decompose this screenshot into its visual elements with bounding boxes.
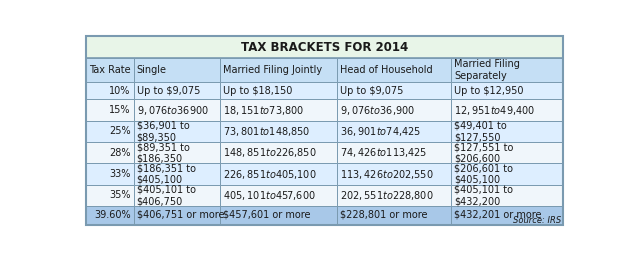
Bar bbox=[134, 163, 220, 185]
Text: $36,901 to
$89,350: $36,901 to $89,350 bbox=[136, 121, 189, 142]
Text: $206,601 to
$405,100: $206,601 to $405,100 bbox=[454, 163, 513, 185]
Text: $432,201 or more: $432,201 or more bbox=[454, 210, 541, 220]
Text: 28%: 28% bbox=[109, 148, 131, 158]
Bar bbox=[134, 206, 220, 224]
Text: 10%: 10% bbox=[109, 86, 131, 96]
Bar bbox=[337, 58, 451, 82]
Text: $202,551 to $228,800: $202,551 to $228,800 bbox=[340, 189, 433, 202]
Bar bbox=[220, 163, 337, 185]
Bar bbox=[86, 163, 134, 185]
Bar bbox=[220, 82, 337, 99]
Bar bbox=[86, 142, 134, 163]
Bar bbox=[220, 142, 337, 163]
Bar bbox=[220, 121, 337, 142]
Bar bbox=[220, 206, 337, 224]
Text: $226,851 to $405,100: $226,851 to $405,100 bbox=[223, 168, 317, 181]
Bar bbox=[86, 36, 563, 58]
Text: $73,801 to $148,850: $73,801 to $148,850 bbox=[223, 125, 311, 138]
Text: $113,426 to $202,550: $113,426 to $202,550 bbox=[340, 168, 433, 181]
Bar bbox=[86, 185, 134, 206]
Bar bbox=[86, 82, 134, 99]
Text: $406,751 or more: $406,751 or more bbox=[136, 210, 224, 220]
Bar bbox=[134, 82, 220, 99]
Text: $18,151 to $73,800: $18,151 to $73,800 bbox=[223, 104, 305, 117]
Bar bbox=[337, 142, 451, 163]
Bar bbox=[86, 99, 134, 121]
Text: $12,951 to $49,400: $12,951 to $49,400 bbox=[454, 104, 535, 117]
Text: $186,351 to
$405,100: $186,351 to $405,100 bbox=[136, 163, 196, 185]
Bar bbox=[451, 99, 563, 121]
Text: 25%: 25% bbox=[109, 126, 131, 136]
Text: Married Filing Jointly: Married Filing Jointly bbox=[223, 65, 323, 75]
Text: $405,101 to $457,600: $405,101 to $457,600 bbox=[223, 189, 316, 202]
Text: Up to $9,075: Up to $9,075 bbox=[340, 86, 403, 96]
Bar bbox=[220, 99, 337, 121]
Text: $127,551 to
$206,600: $127,551 to $206,600 bbox=[454, 142, 513, 164]
Text: $405,101 to
$406,750: $405,101 to $406,750 bbox=[136, 185, 196, 206]
Bar bbox=[451, 185, 563, 206]
Text: Single: Single bbox=[136, 65, 166, 75]
Bar bbox=[451, 58, 563, 82]
Text: $9,076 to $36900: $9,076 to $36900 bbox=[136, 104, 209, 117]
Bar bbox=[337, 185, 451, 206]
Bar bbox=[337, 206, 451, 224]
Text: $9,076 to $36,900: $9,076 to $36,900 bbox=[340, 104, 415, 117]
Bar bbox=[451, 121, 563, 142]
Text: $49,401 to
$127,550: $49,401 to $127,550 bbox=[454, 121, 507, 142]
Bar bbox=[451, 142, 563, 163]
Bar bbox=[220, 185, 337, 206]
Bar bbox=[337, 99, 451, 121]
Text: Up to $12,950: Up to $12,950 bbox=[454, 86, 524, 96]
Bar bbox=[134, 185, 220, 206]
Bar bbox=[134, 58, 220, 82]
Text: 15%: 15% bbox=[109, 105, 131, 115]
Text: TAX BRACKETS FOR 2014: TAX BRACKETS FOR 2014 bbox=[241, 41, 408, 53]
Bar bbox=[337, 121, 451, 142]
Bar bbox=[86, 121, 134, 142]
Text: $74,426 to $113,425: $74,426 to $113,425 bbox=[340, 146, 428, 159]
Bar bbox=[451, 82, 563, 99]
Text: $148,851 to $226,850: $148,851 to $226,850 bbox=[223, 146, 317, 159]
Text: $457,601 or more: $457,601 or more bbox=[223, 210, 311, 220]
Bar bbox=[220, 58, 337, 82]
Bar bbox=[134, 99, 220, 121]
Text: $89,351 to
$186,350: $89,351 to $186,350 bbox=[136, 142, 189, 164]
Text: $405,101 to
$432,200: $405,101 to $432,200 bbox=[454, 185, 513, 206]
Bar bbox=[134, 142, 220, 163]
Text: 39.60%: 39.60% bbox=[94, 210, 131, 220]
Text: Married Filing
Separately: Married Filing Separately bbox=[454, 59, 520, 81]
Bar bbox=[451, 206, 563, 224]
Bar bbox=[451, 163, 563, 185]
Bar bbox=[337, 163, 451, 185]
Text: $36,901 to $74,425: $36,901 to $74,425 bbox=[340, 125, 421, 138]
Text: $228,801 or more: $228,801 or more bbox=[340, 210, 428, 220]
Text: Head of Household: Head of Household bbox=[340, 65, 433, 75]
Text: Up to $18,150: Up to $18,150 bbox=[223, 86, 292, 96]
Bar bbox=[86, 206, 134, 224]
Text: 35%: 35% bbox=[109, 190, 131, 200]
Text: Tax Rate: Tax Rate bbox=[90, 65, 131, 75]
Bar bbox=[86, 58, 134, 82]
Bar bbox=[134, 121, 220, 142]
Text: Up to $9,075: Up to $9,075 bbox=[136, 86, 200, 96]
Text: Source: IRS: Source: IRS bbox=[513, 216, 562, 225]
Text: 33%: 33% bbox=[109, 169, 131, 179]
Bar bbox=[337, 82, 451, 99]
